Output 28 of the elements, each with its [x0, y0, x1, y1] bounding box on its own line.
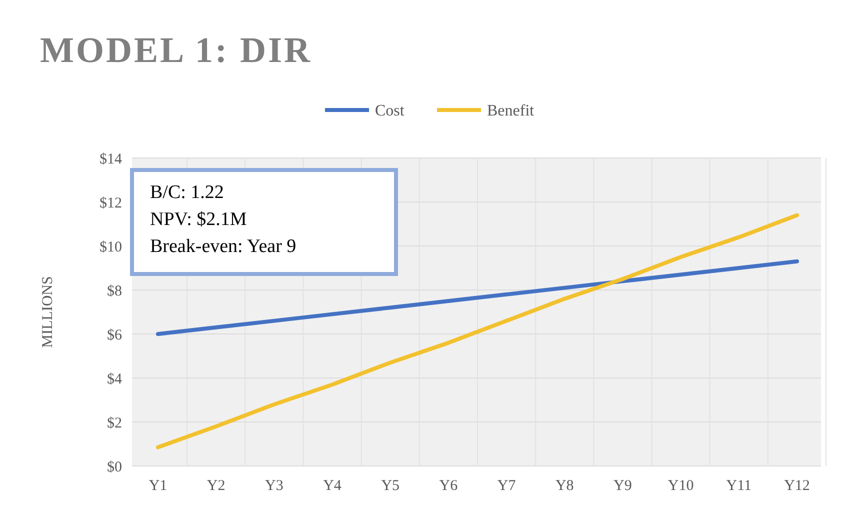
x-tick-label: Y9 — [614, 478, 632, 494]
y-tick-label: $12 — [100, 195, 122, 212]
y-axis-title: MILLIONS — [40, 276, 56, 348]
annotation: B/C: 1.22 — [150, 182, 224, 203]
legend-label: Benefit — [487, 102, 535, 120]
y-tick-label: $6 — [107, 327, 122, 344]
x-tick-label: Y8 — [555, 478, 574, 494]
x-tick-label: Y4 — [323, 478, 342, 494]
x-tick-label: Y1 — [148, 478, 168, 494]
x-tick-label: Y7 — [497, 478, 516, 494]
x-tick-label: Y11 — [726, 478, 752, 494]
x-tick-label: Y10 — [668, 478, 694, 494]
y-tick-label: $8 — [107, 283, 122, 300]
y-tick-label: $2 — [107, 415, 122, 432]
chart-title: MODEL 1: DIR — [40, 30, 312, 70]
y-tick-label: $10 — [100, 239, 122, 256]
annotation: NPV: $2.1M — [150, 209, 247, 230]
annotation: Break-even: Year 9 — [150, 236, 296, 257]
y-tick-label: $0 — [107, 459, 122, 476]
line-series — [156, 259, 799, 336]
x-tick-label: Y2 — [206, 478, 226, 494]
y-tick-label: $14 — [100, 151, 122, 168]
legend-label: Cost — [375, 102, 405, 120]
x-tick-label: Y12 — [784, 478, 810, 494]
y-tick-label: $4 — [107, 371, 122, 388]
x-tick-label: Y5 — [381, 478, 400, 494]
x-tick-label: Y3 — [265, 478, 284, 494]
x-tick-label: Y6 — [439, 478, 458, 494]
